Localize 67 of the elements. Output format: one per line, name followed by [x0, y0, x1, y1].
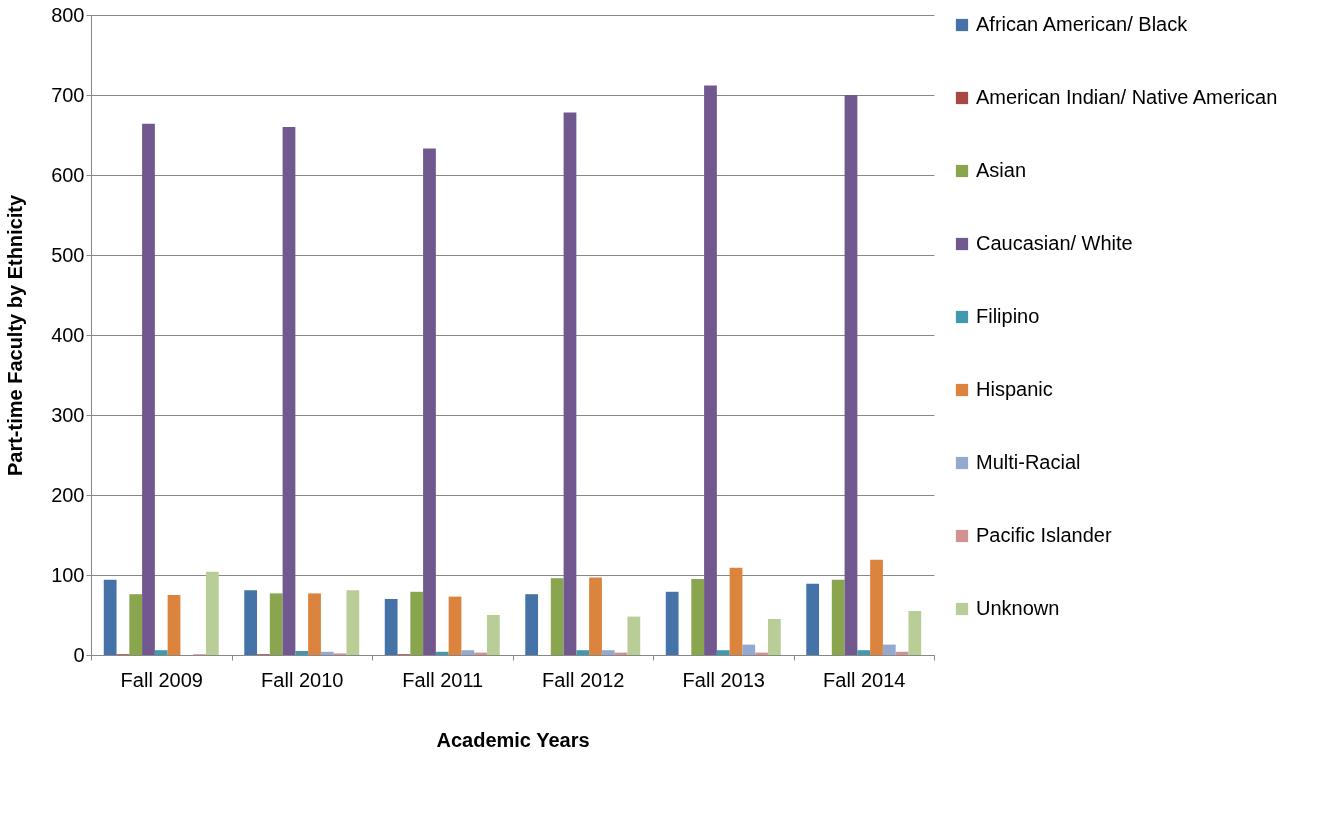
x-tick-label: Fall 2014 [823, 668, 906, 691]
bar [142, 123, 155, 655]
bar [767, 619, 781, 655]
bar [282, 127, 296, 655]
bar [103, 579, 117, 655]
bar [269, 593, 283, 655]
legend-label: Filipino [976, 305, 1040, 327]
bar [205, 571, 219, 655]
legend-label: Caucasian/ White [976, 232, 1133, 254]
x-tick-label: Fall 2013 [682, 668, 765, 691]
x-tick-label: Fall 2010 [261, 668, 344, 691]
legend-label: Hispanic [976, 378, 1053, 400]
bar [461, 650, 475, 655]
bar [704, 85, 717, 655]
y-tick-label: 100 [51, 563, 85, 586]
bar [857, 650, 871, 655]
y-tick-label: 700 [51, 83, 85, 106]
y-tick-label: 800 [51, 3, 85, 26]
bar [844, 95, 858, 655]
legend-label: Multi-Racial [976, 451, 1081, 473]
legend-label: Pacific Islander [976, 524, 1112, 546]
x-tick-label: Fall 2012 [542, 668, 625, 691]
bar [346, 590, 360, 655]
legend-label: African American/ Black [976, 13, 1189, 35]
x-tick-label: Fall 2011 [402, 668, 484, 691]
bar [601, 650, 615, 655]
bar [589, 577, 602, 655]
bar [576, 650, 590, 655]
bar [729, 567, 743, 655]
bar [665, 591, 679, 655]
bar [448, 596, 462, 655]
bar [908, 611, 922, 655]
bar [295, 651, 309, 655]
y-tick-label: 200 [51, 483, 85, 506]
bar [435, 651, 449, 655]
bar [691, 579, 705, 655]
bar [870, 559, 883, 655]
bar [806, 583, 820, 655]
bar [129, 594, 143, 655]
y-tick-label: 500 [51, 243, 85, 266]
bar [154, 650, 168, 655]
bar [525, 594, 539, 655]
bar [882, 644, 896, 655]
bar [627, 616, 641, 655]
bar [410, 591, 424, 655]
legend-label: Unknown [976, 597, 1060, 619]
bar [308, 593, 321, 655]
bar [167, 595, 181, 655]
y-tick-label: 300 [51, 403, 85, 426]
x-axis-title: Academic Years [436, 728, 590, 751]
x-tick-label: Fall 2009 [120, 668, 203, 691]
legend-label: Asian [976, 159, 1027, 181]
bar [384, 599, 398, 655]
bar [831, 579, 845, 655]
bar [244, 590, 258, 655]
bar [563, 112, 577, 655]
y-tick-label: 600 [51, 163, 85, 186]
bar [320, 651, 334, 655]
bar [550, 578, 564, 655]
y-tick-label: 0 [73, 643, 85, 666]
y-axis-title: Part-time Faculty by Ethnicity [4, 194, 27, 477]
bar [486, 615, 500, 655]
y-tick-label: 400 [51, 323, 85, 346]
bar [423, 148, 436, 655]
legend-label: American Indian/ Native American [976, 86, 1278, 108]
bar [716, 650, 730, 655]
bar [742, 644, 756, 655]
